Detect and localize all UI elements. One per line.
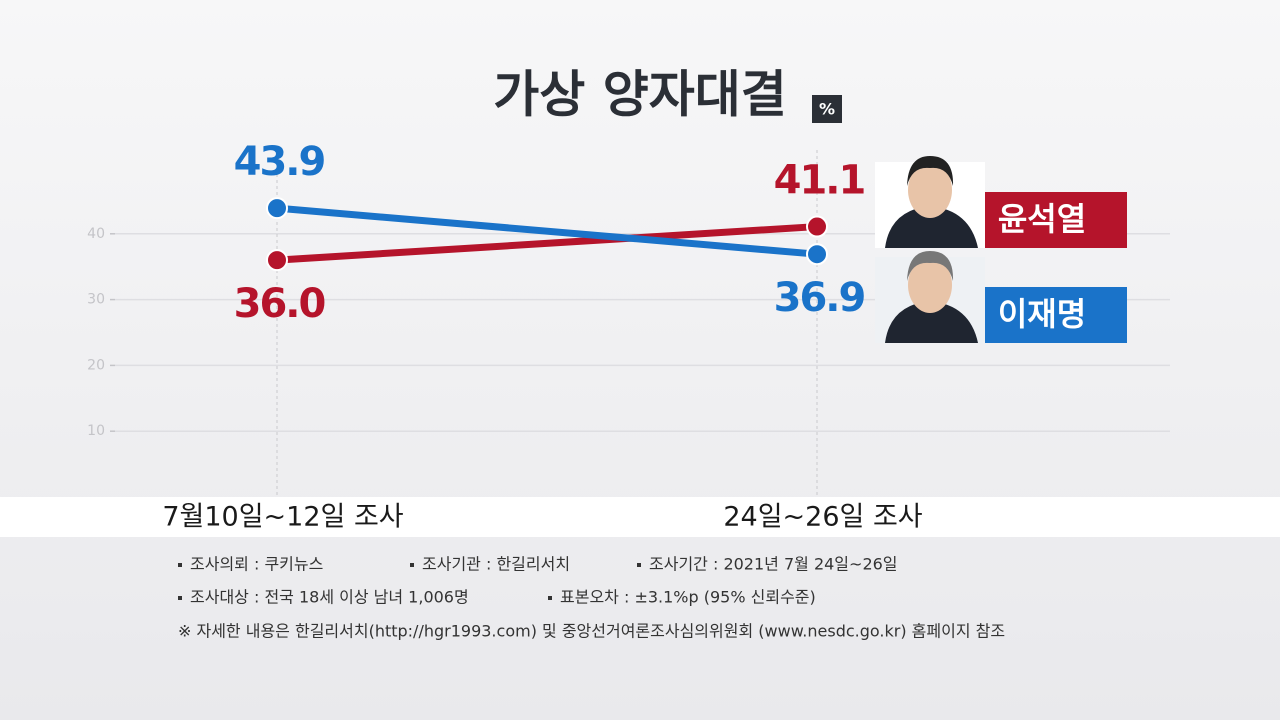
- data-point: [806, 215, 828, 238]
- value-label: 43.9: [234, 139, 325, 185]
- value-label: 36.9: [774, 275, 865, 321]
- portrait-face: [908, 257, 952, 313]
- note: 조사의뢰 : 쿠키뉴스: [190, 555, 323, 574]
- portrait-face: [908, 162, 952, 218]
- note-bullet: [178, 563, 182, 567]
- portrait-hair: [907, 251, 954, 281]
- unit-badge: [812, 95, 842, 123]
- portrait-body: [885, 206, 978, 248]
- y-tick-label: 40: [87, 226, 105, 242]
- note-bullet: [178, 596, 182, 600]
- data-point: [266, 249, 288, 272]
- note: 조사대상 : 전국 18세 이상 남녀 1,006명: [190, 588, 469, 607]
- portrait-hair: [907, 156, 954, 186]
- note: ※ 자세한 내용은 한길리서치(http://hgr1993.com) 및 중앙…: [178, 622, 1005, 641]
- series-line: [276, 223, 818, 264]
- data-point: [266, 197, 288, 220]
- unit-label: %: [819, 100, 835, 119]
- legend-label: 이재명: [998, 295, 1086, 333]
- note: 조사기관 : 한길리서치: [422, 555, 570, 574]
- value-label: 41.1: [774, 158, 865, 204]
- y-tick-label: 20: [87, 357, 105, 373]
- note: 표본오차 : ±3.1%p (95% 신뢰수준): [560, 588, 816, 607]
- series-line: [276, 204, 818, 258]
- note-bullet: [637, 563, 641, 567]
- note-bullet: [548, 596, 552, 600]
- x-tick-label: 7월10일~12일 조사: [162, 502, 403, 533]
- value-label: 36.0: [234, 281, 325, 327]
- portrait-body: [885, 301, 978, 343]
- y-tick-label: 10: [87, 423, 105, 439]
- note: 조사기간 : 2021년 7월 24일~26일: [649, 555, 898, 574]
- legend-label: 윤석열: [998, 200, 1086, 238]
- y-tick-label: 30: [87, 292, 105, 308]
- category-band: [0, 497, 1280, 537]
- data-point: [806, 243, 828, 266]
- note-bullet: [410, 563, 414, 567]
- x-tick-label: 24일~26일 조사: [723, 502, 922, 533]
- chart-title: 가상 양자대결: [493, 66, 786, 124]
